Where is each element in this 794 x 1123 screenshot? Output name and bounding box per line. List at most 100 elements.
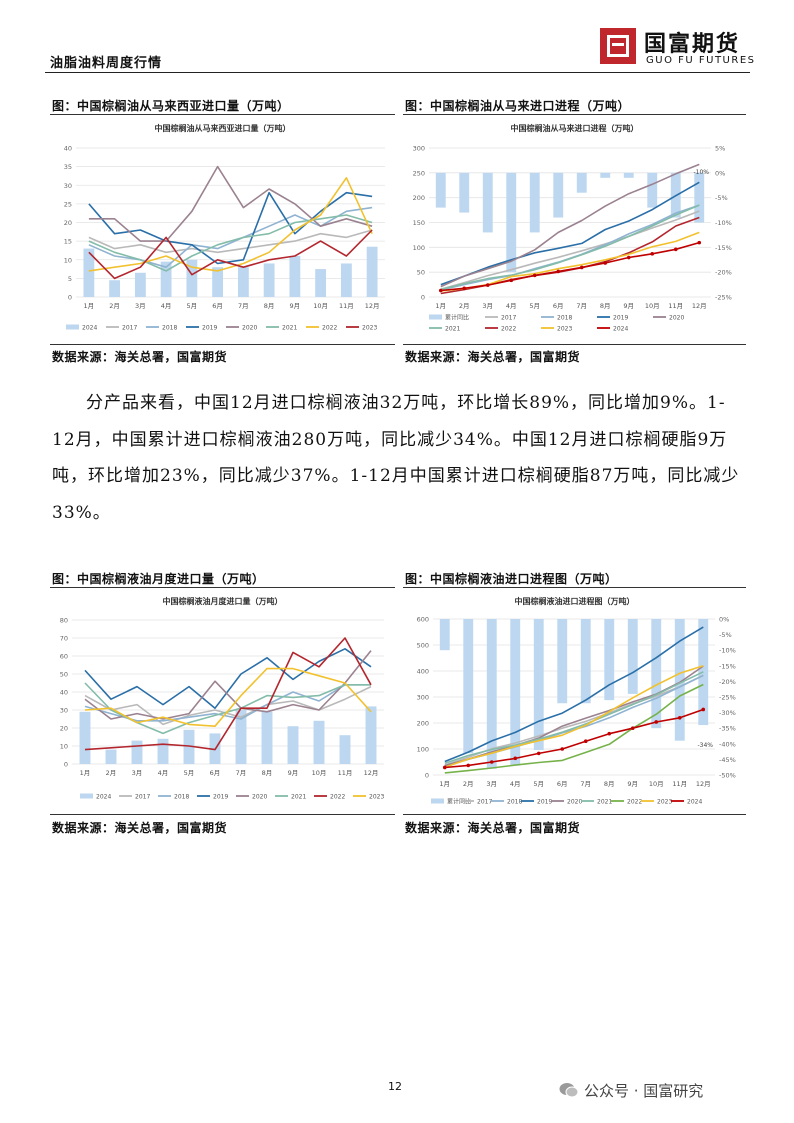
legend-label: 2017 — [135, 794, 150, 801]
company-logo-icon — [600, 28, 636, 64]
y-tick-label: 250 — [413, 169, 425, 177]
bar — [533, 619, 544, 751]
legend-label: 2022 — [322, 325, 337, 332]
bar — [435, 172, 446, 208]
data-point — [442, 765, 447, 770]
chart-panel-4: 中国棕榈液油进口进程图（万吨） 0 100 200 300 400 500 600 0% -5%… — [403, 591, 746, 813]
x-tick-label: 7月 — [580, 780, 591, 788]
chart-panel-1: 中国棕榈油从马来西亚进口量（万吨） 0 5 10 15 20 25 30 35 40 1月 2月 3月… — [50, 118, 395, 342]
bar — [553, 172, 564, 218]
report-title: 油脂油料周度行情 — [50, 56, 163, 71]
series-line — [88, 229, 373, 254]
figure-caption-4: 图：中国棕榈液油进口进程图（万吨） — [405, 572, 618, 586]
y-tick-label: 10 — [64, 256, 72, 264]
y2-tick-label: -5% — [715, 194, 728, 202]
legend-swatch — [429, 314, 442, 320]
legend-swatch — [80, 793, 93, 799]
x-tick-label: 6月 — [553, 302, 564, 310]
y-tick-label: 300 — [413, 145, 425, 153]
y2-tick-label: -45% — [719, 756, 736, 764]
series-line — [444, 683, 704, 774]
legend-swatch — [431, 798, 444, 804]
y-tick-label: 30 — [64, 182, 72, 190]
x-tick-label: 11月 — [338, 769, 353, 777]
y-tick-label: 600 — [417, 616, 429, 624]
x-tick-label: 5月 — [529, 302, 540, 310]
legend-label: 2022 — [330, 794, 345, 801]
series-line — [440, 210, 700, 290]
x-tick-label: 12月 — [692, 302, 707, 310]
x-tick-label: 6月 — [557, 780, 568, 788]
data-point — [650, 251, 655, 256]
y-tick-label: 70 — [60, 635, 68, 643]
legend-label: 累计同比 — [445, 314, 469, 322]
series-line — [444, 665, 704, 768]
figure-caption-3: 图：中国棕榈液油月度进口量（万吨） — [52, 572, 265, 586]
bar — [313, 720, 325, 764]
legend-label: 2021 — [445, 326, 460, 333]
data-point — [701, 707, 706, 712]
bar — [289, 256, 301, 297]
series-line — [440, 163, 700, 288]
legend-label: 2019 — [202, 325, 217, 332]
chart-2: 0 50 100 150 200 250 300 5% 0% -5% -10% -15% -20% -25… — [413, 145, 732, 333]
chart-title-4: 中国棕榈液油进口进程图（万吨） — [514, 597, 635, 606]
y-tick-label: 10 — [60, 743, 68, 751]
legend-label: 2020 — [252, 794, 267, 801]
series-line — [444, 708, 704, 769]
legend-label: 2023 — [369, 794, 384, 801]
y2-tick-label: -15% — [715, 244, 732, 252]
wechat-account: 公众号 · 国富研究 — [584, 1082, 704, 1100]
x-tick-label: 5月 — [187, 302, 198, 310]
x-tick-label: 8月 — [604, 780, 615, 788]
legend-label: 2024 — [613, 326, 628, 333]
bar — [694, 172, 705, 223]
data-point — [583, 739, 588, 743]
legend-label: 2024 — [82, 325, 97, 332]
chart-title-3: 中国棕榈液油月度进口量（万吨） — [162, 597, 283, 606]
x-tick-label: 2月 — [106, 769, 117, 777]
series-line — [84, 667, 372, 727]
y-tick-label: 100 — [413, 244, 425, 252]
data-point — [466, 763, 471, 768]
x-tick-label: 9月 — [290, 302, 301, 310]
legend-label: 2020 — [567, 799, 582, 806]
legend-label: 累计同比 — [447, 798, 471, 806]
x-tick-label: 6月 — [212, 302, 223, 310]
legend-label: 2022 — [501, 326, 516, 333]
series-line — [88, 214, 373, 272]
data-point — [654, 720, 659, 724]
legend-label: 2018 — [557, 315, 572, 322]
bar — [287, 726, 299, 764]
series-line — [440, 204, 700, 291]
bar — [600, 172, 611, 178]
x-tick-label: 1月 — [80, 769, 91, 777]
bar — [647, 172, 658, 208]
x-tick-label: 7月 — [576, 302, 587, 310]
bar — [510, 619, 521, 766]
bar — [105, 749, 117, 764]
y-tick-label: 300 — [417, 694, 429, 702]
x-tick-label: 4月 — [506, 302, 517, 310]
page-number: 12 — [388, 1080, 402, 1093]
y-tick-label: 100 — [417, 746, 429, 754]
y2-tick-label: -20% — [719, 678, 736, 686]
figure-rule — [403, 344, 746, 345]
y-tick-label: 35 — [64, 163, 72, 171]
figure-rule — [403, 114, 746, 115]
legend-label: 2021 — [282, 325, 297, 332]
x-tick-label: 7月 — [238, 302, 249, 310]
series-line — [84, 647, 372, 709]
legend-label: 2023 — [657, 799, 672, 806]
series-line — [88, 206, 373, 268]
data-point — [607, 731, 612, 736]
y-tick-label: 500 — [417, 642, 429, 650]
x-tick-label: 12月 — [696, 780, 711, 788]
series-line — [440, 231, 700, 292]
bar — [263, 263, 275, 297]
bar — [557, 619, 568, 704]
y-tick-label: 50 — [417, 269, 425, 277]
x-tick-label: 5月 — [533, 780, 544, 788]
data-point — [673, 247, 678, 252]
data-point — [485, 283, 490, 287]
